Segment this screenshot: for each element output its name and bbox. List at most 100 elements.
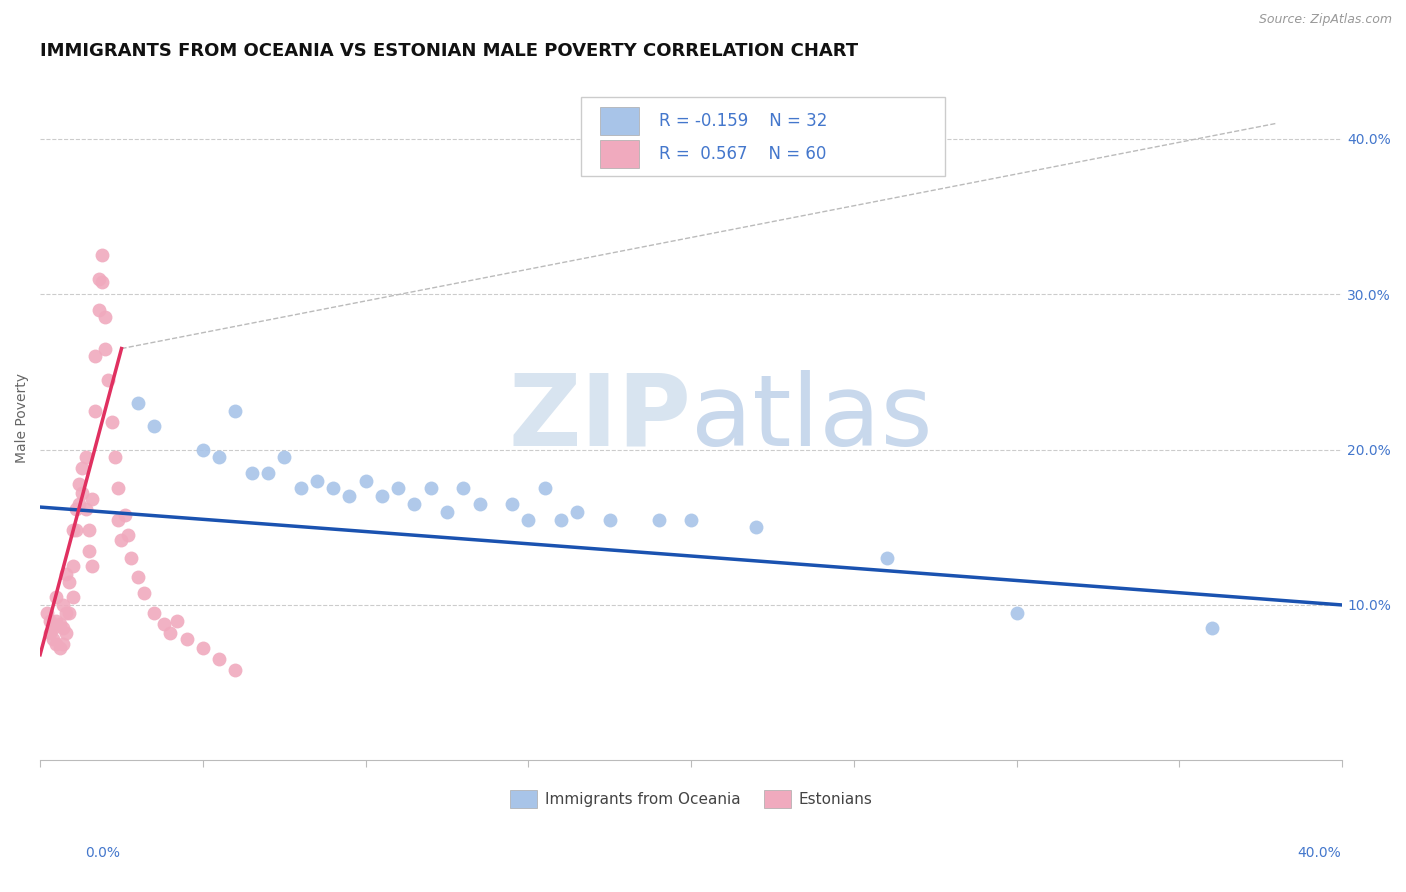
Text: R =  0.567    N = 60: R = 0.567 N = 60 xyxy=(658,145,825,163)
Point xyxy=(67,497,90,511)
Point xyxy=(97,373,120,387)
Point xyxy=(208,450,231,465)
Point xyxy=(517,512,540,526)
Point xyxy=(42,621,65,635)
Point xyxy=(533,482,555,496)
Point xyxy=(45,591,67,605)
Point xyxy=(62,559,84,574)
Point xyxy=(62,591,84,605)
Point xyxy=(65,501,87,516)
Point xyxy=(224,403,246,417)
Point xyxy=(127,396,149,410)
Point xyxy=(91,275,114,289)
Point xyxy=(745,520,768,534)
Point xyxy=(337,489,360,503)
Point xyxy=(55,606,77,620)
Point xyxy=(143,606,166,620)
Text: atlas: atlas xyxy=(692,370,932,467)
Point xyxy=(876,551,898,566)
Point xyxy=(114,508,136,522)
Point xyxy=(91,248,114,262)
Text: Source: ZipAtlas.com: Source: ZipAtlas.com xyxy=(1258,13,1392,27)
Point xyxy=(208,652,231,666)
Point xyxy=(82,559,104,574)
Point xyxy=(387,482,409,496)
Point xyxy=(72,461,94,475)
Point xyxy=(84,403,107,417)
Point xyxy=(501,497,523,511)
Legend: Immigrants from Oceania, Estonians: Immigrants from Oceania, Estonians xyxy=(503,783,879,814)
Point xyxy=(453,482,475,496)
Point xyxy=(404,497,426,511)
Text: IMMIGRANTS FROM OCEANIA VS ESTONIAN MALE POVERTY CORRELATION CHART: IMMIGRANTS FROM OCEANIA VS ESTONIAN MALE… xyxy=(41,42,858,60)
Point xyxy=(117,528,139,542)
Point xyxy=(94,342,117,356)
Point xyxy=(62,524,84,538)
Point xyxy=(38,626,60,640)
Point xyxy=(305,474,328,488)
Point xyxy=(65,524,87,538)
Point xyxy=(468,497,491,511)
Point xyxy=(87,302,110,317)
Point xyxy=(48,616,70,631)
Point xyxy=(159,626,181,640)
Point xyxy=(1005,606,1028,620)
Point xyxy=(176,632,198,647)
Point xyxy=(371,489,394,503)
Point xyxy=(240,466,263,480)
Point xyxy=(87,271,110,285)
Text: R = -0.159    N = 32: R = -0.159 N = 32 xyxy=(658,112,827,130)
Point xyxy=(107,482,129,496)
Point xyxy=(153,616,176,631)
Point xyxy=(191,641,214,656)
Point xyxy=(75,450,97,465)
Point xyxy=(647,512,669,526)
Point xyxy=(38,614,60,628)
Point xyxy=(191,442,214,457)
FancyBboxPatch shape xyxy=(581,97,945,176)
Point xyxy=(58,574,80,589)
Point xyxy=(567,505,589,519)
Point xyxy=(77,543,100,558)
Point xyxy=(224,663,246,677)
Point xyxy=(67,476,90,491)
Point xyxy=(35,606,58,620)
Point xyxy=(166,614,188,628)
Point xyxy=(110,533,132,547)
Point xyxy=(1201,621,1223,635)
Point xyxy=(419,482,441,496)
Point xyxy=(104,450,127,465)
Point xyxy=(42,632,65,647)
FancyBboxPatch shape xyxy=(600,107,640,135)
Point xyxy=(77,524,100,538)
Text: 0.0%: 0.0% xyxy=(86,846,120,860)
Point xyxy=(100,415,122,429)
Point xyxy=(107,512,129,526)
FancyBboxPatch shape xyxy=(600,140,640,168)
Point xyxy=(120,551,142,566)
Point xyxy=(273,450,295,465)
Point xyxy=(82,492,104,507)
Y-axis label: Male Poverty: Male Poverty xyxy=(15,374,30,464)
Point xyxy=(55,566,77,581)
Point xyxy=(94,310,117,325)
Point xyxy=(55,626,77,640)
Text: 40.0%: 40.0% xyxy=(1296,846,1341,860)
Text: ZIP: ZIP xyxy=(509,370,692,467)
Point xyxy=(52,598,75,612)
Point xyxy=(436,505,458,519)
Point xyxy=(45,614,67,628)
Point xyxy=(134,585,156,599)
Point xyxy=(322,482,344,496)
Point xyxy=(681,512,703,526)
Point xyxy=(354,474,377,488)
Point xyxy=(290,482,312,496)
Point xyxy=(84,349,107,363)
Point xyxy=(45,637,67,651)
Point xyxy=(257,466,280,480)
Point xyxy=(127,570,149,584)
Point xyxy=(72,486,94,500)
Point xyxy=(52,637,75,651)
Point xyxy=(143,419,166,434)
Point xyxy=(52,621,75,635)
